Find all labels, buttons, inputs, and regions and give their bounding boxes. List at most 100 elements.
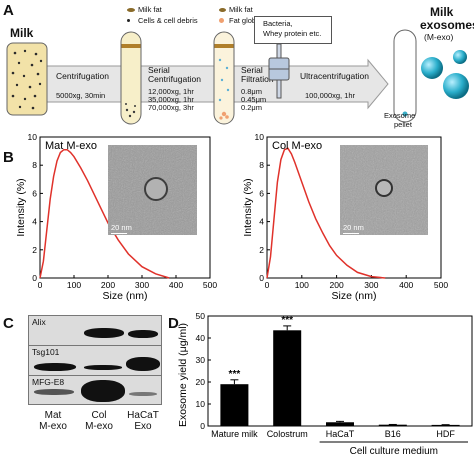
y-tick-label: 10 bbox=[28, 133, 38, 142]
blot-label-mfge8: MFG-E8 bbox=[32, 377, 65, 387]
lane-label-mat-2: M-exo bbox=[39, 421, 67, 432]
x-tick-label: HDF bbox=[436, 429, 455, 439]
product-label-3: (M-exo) bbox=[424, 32, 454, 42]
band-alix-col bbox=[84, 328, 124, 338]
process-arrow bbox=[21, 58, 389, 110]
blot-alix: Alix bbox=[28, 315, 162, 347]
x-tick-label: 100 bbox=[295, 280, 309, 290]
step3-name-1: Serial bbox=[241, 65, 263, 75]
step2-condition-2: 35,000xg, 1hr bbox=[148, 95, 194, 104]
panel-letter-a: A bbox=[3, 2, 14, 19]
x-tick-label: 0 bbox=[38, 280, 43, 290]
y-tick-label: 10 bbox=[196, 399, 206, 409]
step2-condition-1: 12,000xg, 1hr bbox=[148, 87, 194, 96]
step2-name-1: Serial bbox=[148, 65, 170, 75]
size-distribution-line bbox=[266, 147, 386, 279]
x-tick-label: B16 bbox=[385, 429, 401, 439]
x-tick-label: 500 bbox=[434, 280, 448, 290]
bar bbox=[378, 424, 407, 426]
scale-bar-label-col: 20 nm bbox=[343, 223, 364, 232]
significance-marker: *** bbox=[281, 315, 293, 326]
scale-bar-label-mat: 20 nm bbox=[111, 223, 132, 232]
y-tick-label: 30 bbox=[196, 355, 206, 365]
tem-image-col bbox=[340, 145, 428, 235]
y-tick-label: 0 bbox=[200, 421, 205, 431]
ultracentrifuge-tube bbox=[393, 29, 417, 123]
x-tick-label: Mature milk bbox=[211, 429, 258, 439]
bacteria-label-1: Bacteria, bbox=[263, 19, 293, 28]
pellet-label-2: pellet bbox=[394, 120, 412, 129]
band-mfge8-hacat bbox=[129, 392, 157, 396]
product-label-2: exosomes bbox=[420, 18, 474, 32]
y-tick-label: 10 bbox=[255, 133, 265, 142]
product-label-1: Milk bbox=[430, 5, 454, 19]
x-tick-label: 300 bbox=[135, 280, 149, 290]
lane-label-hacat: HaCaT Exo bbox=[120, 410, 166, 432]
lane-label-col-1: Col bbox=[91, 410, 107, 421]
band-mfge8-mat bbox=[34, 389, 74, 395]
step1-name: Centrifugation bbox=[56, 71, 109, 81]
milk-label: Milk bbox=[10, 26, 34, 40]
legend-fat-globules: Fat globules bbox=[229, 16, 270, 25]
bar bbox=[326, 422, 354, 426]
significance-marker: *** bbox=[229, 369, 241, 380]
y-axis-label: Intensity (%) bbox=[242, 178, 254, 236]
step3-condition-3: 0.2μm bbox=[241, 103, 262, 112]
x-tick-label: Colostrum bbox=[267, 429, 308, 439]
y-tick-label: 40 bbox=[196, 333, 206, 343]
x-tick-label: 100 bbox=[67, 280, 81, 290]
legend-cells-debris: Cells & cell debris bbox=[138, 16, 198, 25]
lane-label-col: Col M-exo bbox=[76, 410, 122, 432]
y-tick-label: 6 bbox=[259, 188, 264, 198]
debris-swatch bbox=[127, 19, 130, 22]
bar bbox=[273, 330, 302, 426]
chart-col-mexo: 0 100 200 300 400 500 0 2 4 6 8 10 Col M-exo Size (nm… bbox=[242, 133, 448, 302]
step2-name-2: Centrifugation bbox=[148, 74, 201, 84]
blot-label-tsg101: Tsg101 bbox=[32, 347, 60, 357]
blot-label-alix: Alix bbox=[32, 317, 46, 327]
x-tick-label: 400 bbox=[169, 280, 183, 290]
lane-label-mat-1: Mat bbox=[44, 410, 62, 421]
chart-exosome-yield: 0 10 20 30 40 50 Mature milk *** Colostrum *** HaC… bbox=[177, 312, 473, 457]
x-axis-label: Size (nm) bbox=[332, 290, 377, 302]
chart-title: Mat M-exo bbox=[45, 140, 97, 152]
band-mfge8-col bbox=[81, 380, 125, 402]
x-axis-label: Size (nm) bbox=[103, 290, 148, 302]
blot-tsg101: Tsg101 bbox=[28, 345, 162, 377]
lane-label-hacat-1: HaCaT bbox=[127, 410, 159, 421]
centrifuge-tube-2 bbox=[213, 31, 235, 125]
y-tick-label: 4 bbox=[32, 217, 37, 227]
x-tick-label: 0 bbox=[265, 280, 270, 290]
syringe-filter-icon bbox=[268, 44, 290, 99]
x-tick-label: 200 bbox=[101, 280, 115, 290]
fat-globule-swatch bbox=[219, 18, 224, 23]
y-tick-label: 4 bbox=[259, 217, 264, 227]
chart-title: Col M-exo bbox=[272, 140, 322, 152]
lane-label-col-2: M-exo bbox=[85, 421, 113, 432]
y-tick-label: 8 bbox=[32, 160, 37, 170]
chart-mat-mexo: 0 100 200 300 400 500 0 2 4 6 8 10 Mat M-exo Size (nm… bbox=[15, 133, 217, 302]
y-tick-label: 2 bbox=[259, 245, 264, 255]
size-distribution-line bbox=[39, 148, 170, 279]
band-tsg101-hacat bbox=[126, 357, 160, 371]
plot-frame bbox=[39, 136, 211, 279]
step1-condition: 5000xg, 30min bbox=[56, 91, 106, 100]
y-tick-label: 6 bbox=[32, 188, 37, 198]
panel-letter-b: B bbox=[3, 149, 14, 166]
blot-mfge8: MFG-E8 bbox=[28, 375, 162, 405]
x-tick-label: 500 bbox=[203, 280, 217, 290]
legend-milk-fat-2: Milk fat bbox=[229, 5, 253, 14]
step2-condition-3: 70,000xg, 3hr bbox=[148, 103, 194, 112]
band-alix-hacat bbox=[128, 330, 158, 338]
x-tick-label: 300 bbox=[364, 280, 378, 290]
step4-name: Ultracentrifugation bbox=[300, 71, 369, 81]
step3-condition-2: 0.45μm bbox=[241, 95, 267, 104]
y-tick-label: 0 bbox=[32, 273, 37, 283]
plot-frame bbox=[266, 136, 442, 279]
y-tick-label: 8 bbox=[259, 160, 264, 170]
y-tick-label: 0 bbox=[259, 273, 264, 283]
legend-milk-fat-1: Milk fat bbox=[138, 5, 162, 14]
scale-bar-mat bbox=[111, 233, 127, 234]
pellet-label-1: Exosome bbox=[384, 111, 416, 120]
tem-image-mat bbox=[108, 145, 197, 235]
